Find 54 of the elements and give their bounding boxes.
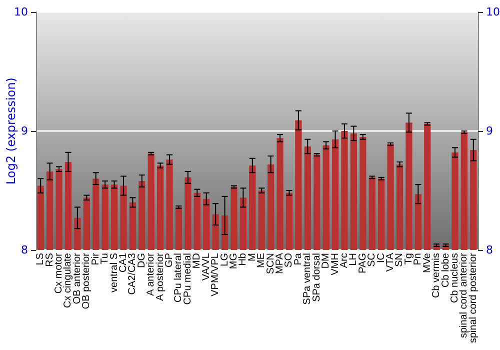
- x-tick-label: Cx cingulate: [62, 252, 74, 308]
- x-tick-label: M: [246, 253, 258, 262]
- x-tick-label: Pn: [412, 253, 424, 266]
- x-tick-label: Tg: [403, 253, 414, 265]
- x-tick-label: MVe: [422, 252, 433, 274]
- y2-tick-label: 10: [486, 6, 500, 18]
- x-tick-label: OB posterior: [81, 252, 92, 310]
- x-tick-label: Hb: [238, 252, 249, 266]
- y-axis-title: Log2 (expression): [4, 78, 18, 184]
- x-tick-label: spinal cord anterior: [458, 252, 470, 338]
- x-tick-label: MG: [228, 252, 240, 270]
- x-tick-label: LG: [219, 252, 230, 266]
- x-tick-label: PAG: [357, 252, 368, 274]
- x-tick-label: IC: [376, 253, 387, 263]
- x-tick-label: LH: [348, 253, 360, 266]
- x-tick-label: ventral S: [108, 252, 120, 292]
- x-tick-label: SPa dorsal: [311, 253, 322, 302]
- x-tick-label: Cb lobe: [440, 252, 452, 288]
- y-tick-label: 9: [21, 124, 28, 138]
- x-tick-label: DM: [320, 253, 332, 269]
- x-tick-label: SPa ventral: [302, 253, 314, 305]
- y-tick-label: 10: [14, 6, 28, 18]
- x-tick-label: Cb nucleus: [449, 253, 460, 304]
- x-tick-label: ME: [256, 252, 268, 268]
- x-tick-label: Pa: [292, 252, 304, 266]
- x-tick-label: CPu lateral: [173, 253, 184, 302]
- x-tick-label: Pir: [90, 252, 102, 266]
- x-tick-label: spinal cord posterior: [468, 252, 479, 344]
- y2-tick-label: 9: [486, 124, 493, 138]
- x-tick-label: VPM/VPL: [210, 252, 222, 296]
- x-tick-label: SCN: [265, 253, 276, 274]
- x-tick-label: VTA: [385, 252, 396, 272]
- x-tick-label: CA1: [118, 252, 129, 272]
- y-tick-label: 8: [21, 244, 28, 256]
- x-tick-label: VA/VL: [200, 252, 212, 281]
- x-tick-label: GP: [164, 252, 176, 268]
- x-tick-label: Cb vermis: [431, 253, 442, 298]
- x-tick-label: A posterior: [154, 252, 166, 301]
- x-tick-label: LS: [35, 252, 46, 266]
- x-tick-label: Tu: [100, 253, 111, 264]
- x-tick-label: DG: [136, 252, 148, 268]
- x-tick-label: A anterior: [146, 252, 157, 296]
- x-tick-label: Arc: [338, 253, 350, 268]
- x-tick-label: VMH: [330, 253, 341, 276]
- x-tick-label: CA2/CA3: [127, 252, 138, 295]
- x-tick-label: RS: [44, 252, 56, 267]
- y2-tick-label: 8: [486, 244, 493, 256]
- x-tick-label: OB anterior: [72, 252, 83, 304]
- x-tick-label: SN: [394, 253, 406, 267]
- x-tick-label: SC: [366, 253, 378, 267]
- x-tick-label: CPu medial: [182, 253, 194, 305]
- x-tick-label: SO: [284, 252, 295, 268]
- x-tick-label: MD: [192, 253, 203, 269]
- x-tick-label: MPA: [274, 252, 286, 274]
